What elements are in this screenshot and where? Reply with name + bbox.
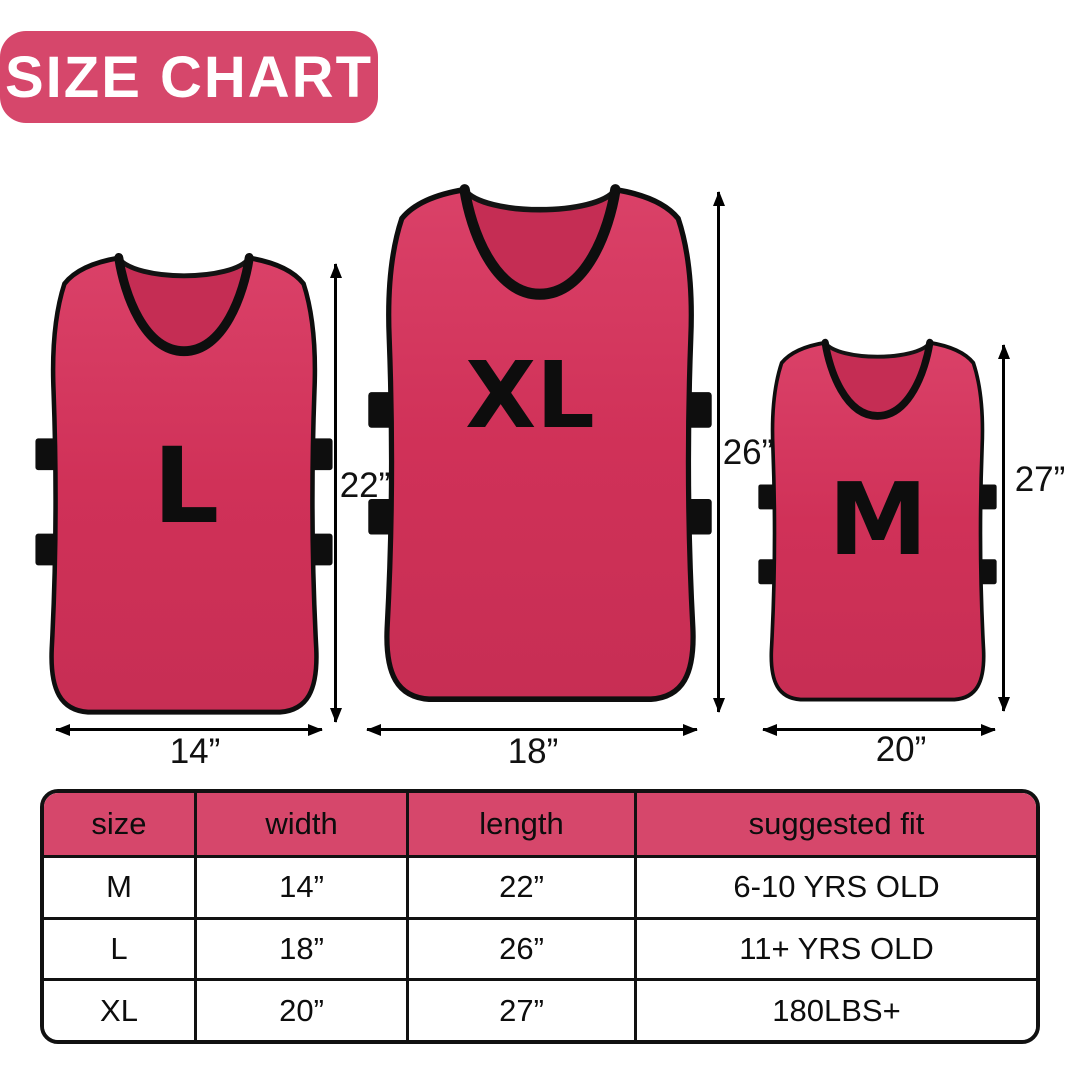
table-cell: 11+ YRS OLD: [634, 919, 1036, 979]
page-title: SIZE CHART: [5, 44, 373, 110]
table-cell: 6-10 YRS OLD: [634, 858, 1036, 917]
vest-m-width-label: 20”: [875, 730, 927, 769]
table-row-l: L 18” 26” 11+ YRS OLD: [44, 916, 1036, 979]
size-table-header-row: size width length suggested fit: [44, 793, 1036, 855]
table-cell: 27”: [406, 981, 634, 1040]
vest-l-length-label: 22”: [339, 466, 391, 505]
vest-xl-length-arrow-icon: [717, 192, 720, 712]
table-cell: 18”: [194, 919, 406, 979]
table-row-m: M 14” 22” 6-10 YRS OLD: [44, 855, 1036, 917]
col-header-size: size: [91, 806, 147, 841]
table-cell: 14”: [194, 858, 406, 917]
col-header-suggested-fit: suggested fit: [634, 793, 1036, 855]
table-cell: 26”: [406, 919, 634, 979]
vest-xl-width-arrow-icon: [367, 728, 697, 731]
table-cell: M: [106, 869, 132, 905]
vest-xl-graphic: [362, 183, 718, 717]
col-header-width: width: [194, 793, 406, 855]
table-cell: 20”: [194, 981, 406, 1040]
table-cell: 180LBS+: [634, 981, 1036, 1040]
vest-l-size-letter: L: [152, 425, 220, 547]
table-cell: 22”: [406, 858, 634, 917]
table-cell: XL: [100, 992, 138, 1028]
vest-xl-size-letter: XL: [465, 342, 595, 449]
table-row-xl: XL 20” 27” 180LBS+: [44, 978, 1036, 1040]
table-cell: L: [110, 931, 128, 966]
col-header-length: length: [406, 793, 634, 855]
vest-m-length-arrow-icon: [1002, 345, 1005, 711]
vest-m-width-arrow-icon: [763, 728, 995, 731]
vest-m-length-label: 27”: [1014, 460, 1066, 499]
size-table: size width length suggested fit M 14” 22…: [40, 789, 1040, 1044]
vest-m-size-letter: M: [828, 461, 928, 578]
vest-l-width-arrow-icon: [56, 728, 322, 731]
title-badge: SIZE CHART: [0, 31, 378, 123]
vest-xl-length-label: 26”: [722, 433, 774, 472]
vest-l-width-label: 14”: [169, 732, 221, 771]
vest-l-length-arrow-icon: [334, 264, 337, 722]
vest-xl-width-label: 18”: [507, 732, 559, 771]
